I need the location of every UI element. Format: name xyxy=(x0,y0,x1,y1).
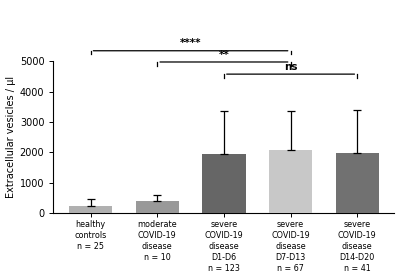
Text: ns: ns xyxy=(284,62,297,72)
Bar xyxy=(202,154,246,213)
Bar xyxy=(269,150,312,213)
Bar xyxy=(69,206,112,213)
Bar xyxy=(336,153,379,213)
Y-axis label: Extracellular vesicles / µl: Extracellular vesicles / µl xyxy=(6,76,16,198)
Text: **: ** xyxy=(218,50,229,59)
Bar xyxy=(136,201,179,213)
Text: ****: **** xyxy=(180,38,201,48)
